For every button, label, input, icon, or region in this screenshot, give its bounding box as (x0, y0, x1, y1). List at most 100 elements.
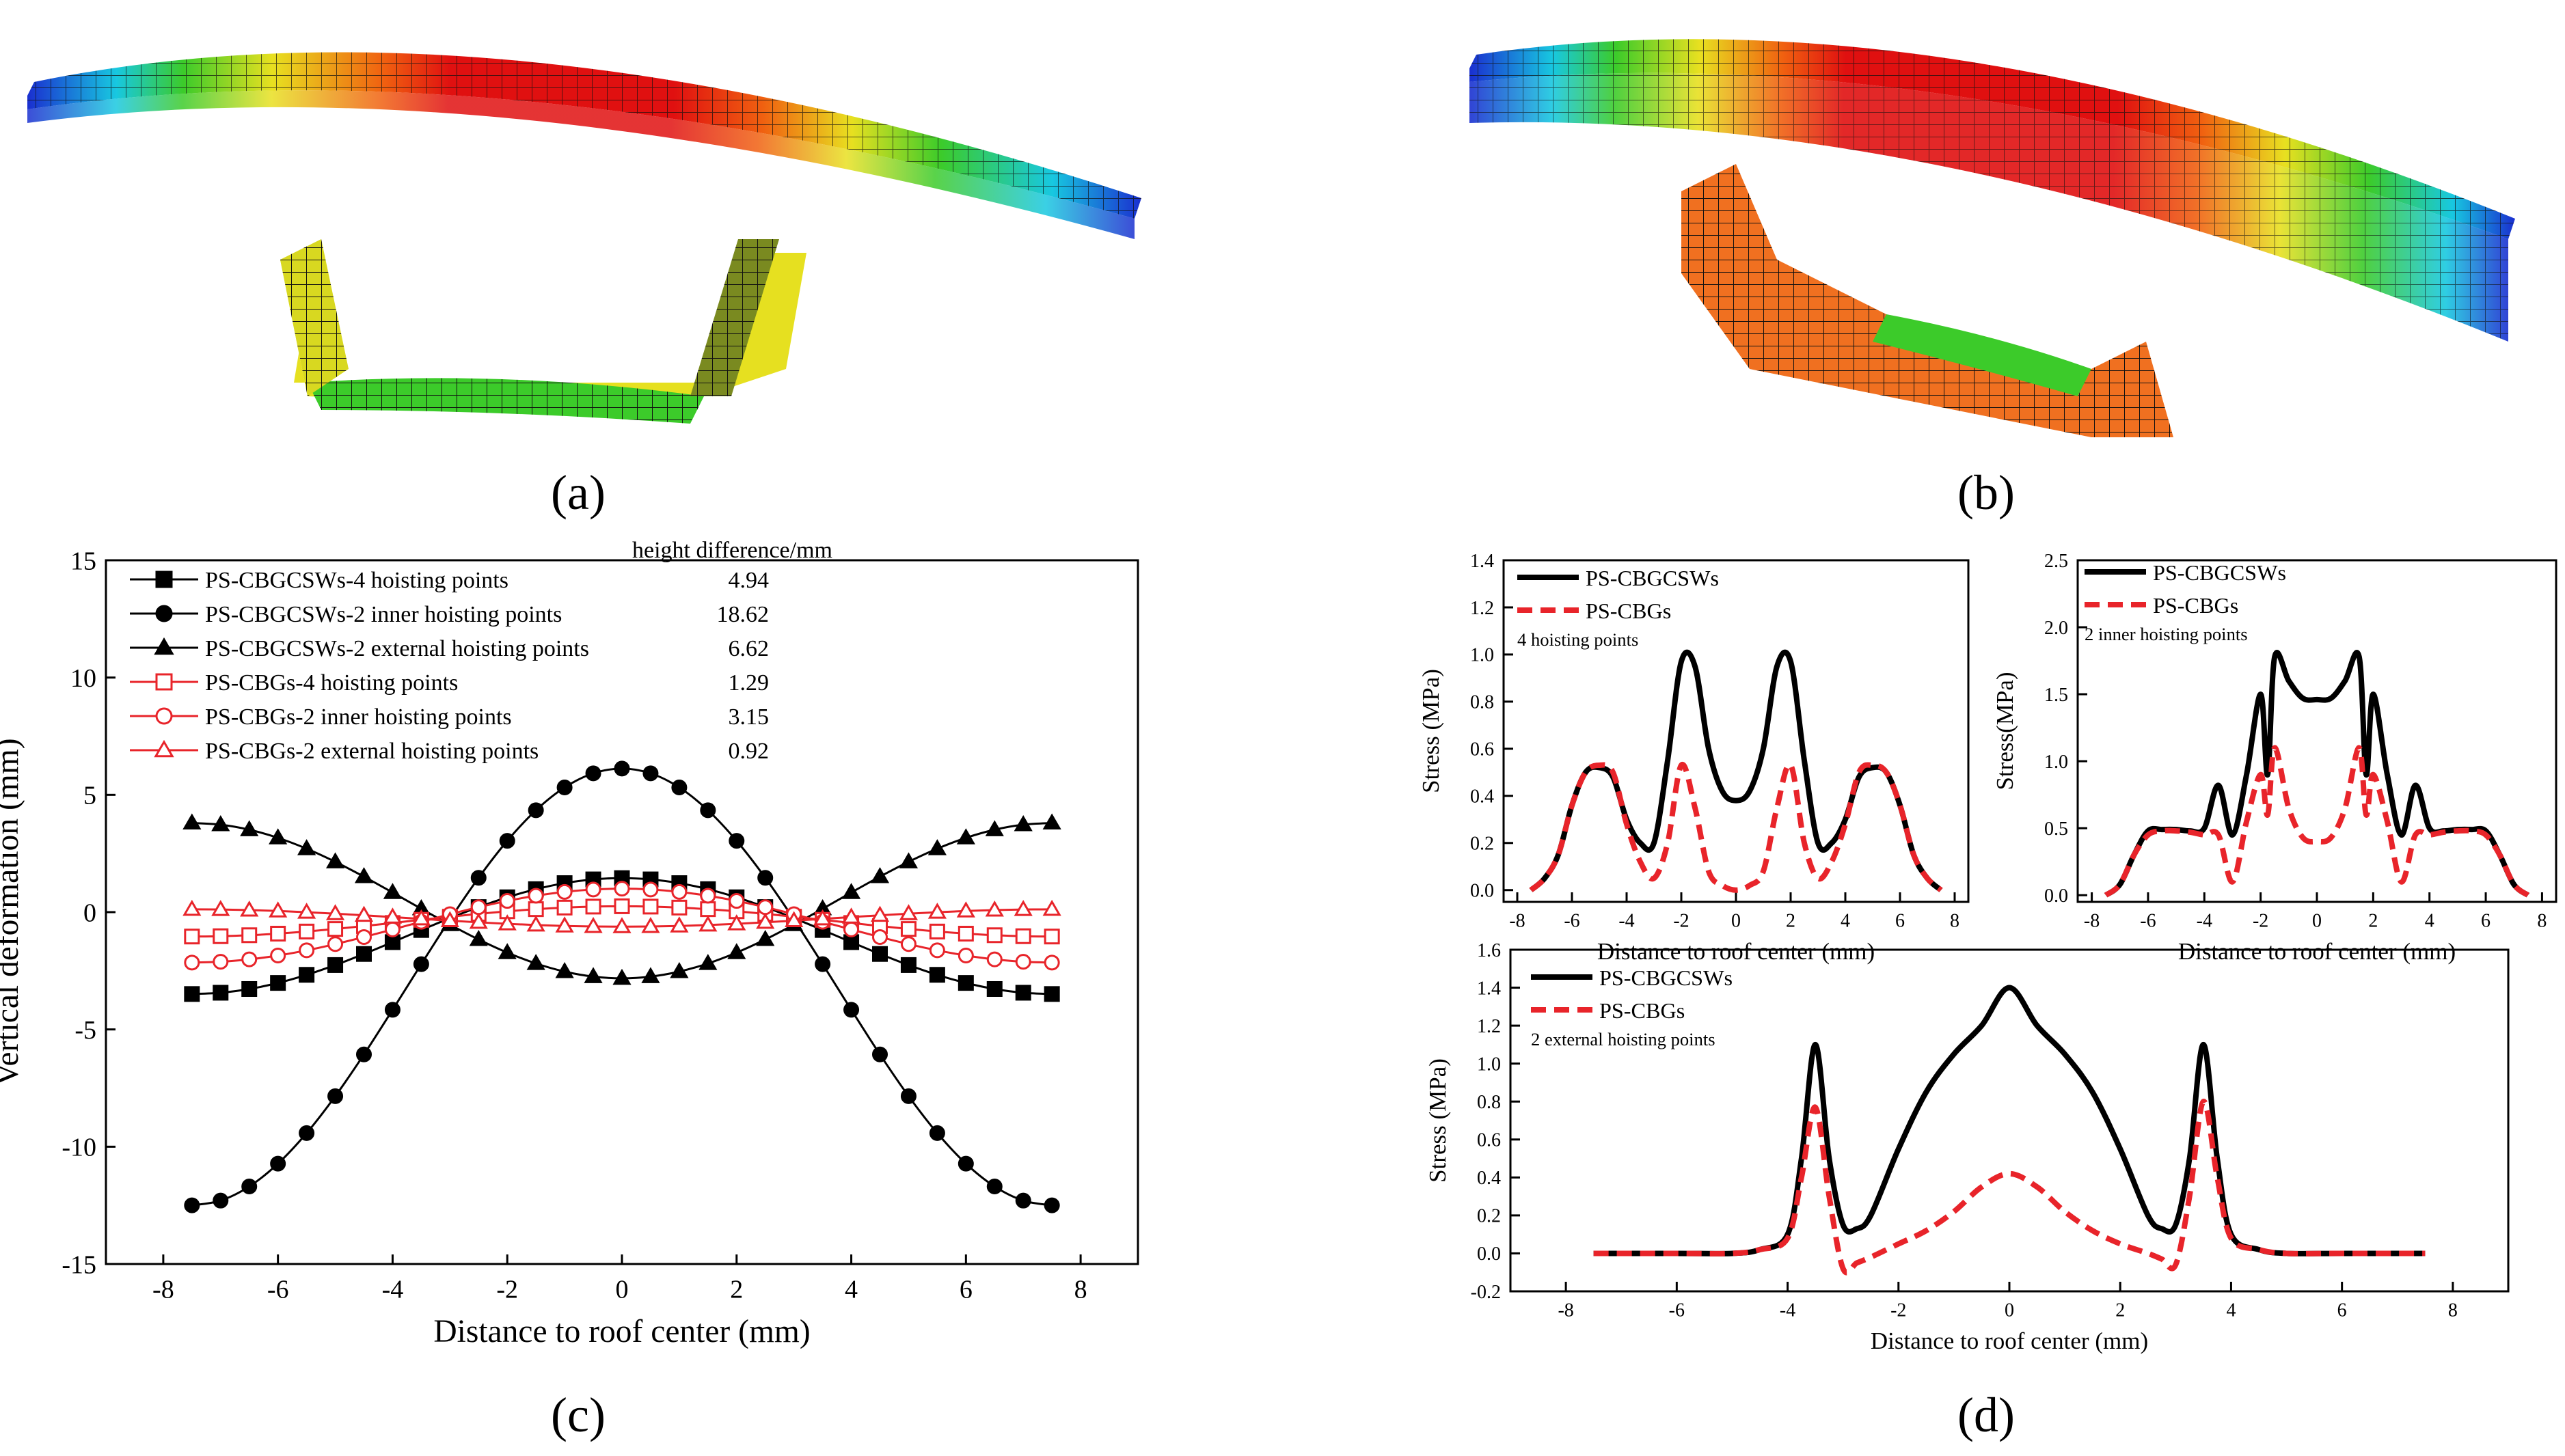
series-marker-triangle (383, 883, 403, 899)
x-axis-label: Distance to roof center (mm) (1871, 1328, 2148, 1354)
series-marker-circle (556, 780, 573, 796)
series-marker-square (671, 899, 688, 916)
series-marker-triangle (526, 915, 545, 932)
series-marker-triangle (297, 903, 316, 919)
series-marker-circle (700, 888, 716, 904)
series-line (1529, 761, 1943, 893)
series-marker-circle (872, 929, 888, 945)
series-marker-triangle (584, 967, 603, 983)
legend-entry: PS-CBGCSWs-2 external hoisting points (205, 636, 589, 661)
y-tick-label: 0.0 (1477, 1244, 1501, 1265)
panel-label-d: (d) (1957, 1388, 2015, 1442)
x-tick-label: 2 (2115, 1300, 2125, 1321)
series-marker-circle (528, 802, 544, 819)
x-tick-label: -4 (2197, 910, 2212, 931)
series-marker-circle (986, 1179, 1003, 1195)
y-tick-label: 1.4 (1477, 978, 1501, 999)
series-marker-triangle (383, 907, 403, 924)
series-marker-triangle (411, 909, 431, 926)
series-marker-square (1044, 929, 1060, 945)
series-marker-square (1015, 928, 1031, 944)
y-tick-label: -15 (62, 1250, 96, 1279)
y-axis-label: Stress (MPa) (1422, 669, 1444, 793)
series-line (191, 767, 1053, 1207)
series-marker-triangle (154, 739, 174, 758)
series-marker-triangle (927, 903, 947, 919)
x-tick-label: 6 (960, 1275, 973, 1304)
series-marker-triangle (670, 962, 689, 978)
series-marker-circle (499, 833, 515, 849)
series-marker-circle (729, 833, 745, 849)
series-marker-square (213, 928, 229, 944)
series-marker-triangle (956, 901, 975, 918)
series-marker-circle (241, 1179, 258, 1195)
series-marker-triangle (727, 943, 746, 959)
series-marker-square (270, 925, 286, 942)
series-marker-triangle (899, 904, 919, 920)
legend-entry: PS-CBGCSWs (2153, 560, 2286, 585)
x-tick-label: 4 (845, 1275, 858, 1304)
series-marker-triangle (584, 917, 603, 933)
y-axis-label: Stress (MPa) (1424, 1058, 1451, 1183)
series-marker-circle (556, 883, 573, 900)
series-marker-square (213, 985, 229, 1001)
legend-entry: PS-CBGCSWs-2 inner hoisting points (205, 602, 562, 627)
chart-annotation: 4 hoisting points (1517, 629, 1638, 650)
series-marker-circle (585, 765, 601, 782)
series-marker-square (241, 927, 258, 944)
legend-entry: PS-CBGCSWs (1586, 566, 1719, 590)
series-marker-triangle (841, 883, 861, 899)
chart-stress-2-external: -8 -6 -4 -2 0 2 4 6 8 -0.2 0.0 0.2 0.4 0.6 0.8 1.0 1.2 1.… (1424, 940, 2510, 1354)
series-marker-circle (815, 956, 831, 972)
series-marker-circle (270, 1155, 286, 1172)
series-marker-square (958, 975, 974, 991)
y-tick-label: 2.0 (2044, 618, 2068, 639)
x-tick-label: 0 (616, 1275, 629, 1304)
x-tick-label: 8 (2537, 910, 2547, 931)
series-marker-circle (986, 951, 1003, 967)
series-marker-circle (470, 870, 487, 886)
series-marker-square (528, 901, 544, 918)
x-tick-label: 0 (1731, 910, 1741, 931)
series-marker-circle (929, 942, 945, 959)
x-tick-label: 0 (2005, 1300, 2014, 1321)
series-marker-circle (671, 780, 688, 796)
series-marker-triangle (756, 912, 775, 929)
x-tick-label: -4 (1618, 910, 1634, 931)
series-marker-triangle (555, 916, 574, 933)
x-tick-label: -6 (1564, 910, 1579, 931)
legend-entry: PS-CBGs (1599, 998, 1685, 1023)
series-line (1593, 1099, 2426, 1276)
y-tick-label: -5 (74, 1016, 96, 1045)
series-marker-circle (958, 1155, 974, 1172)
series-marker-square (1044, 986, 1060, 1002)
x-tick-label: -8 (1558, 1300, 1573, 1321)
x-tick-label: -4 (1780, 1300, 1795, 1321)
x-tick-label: -6 (267, 1275, 289, 1304)
series-marker-circle (757, 899, 774, 916)
y-tick-label: 5 (83, 782, 96, 810)
chart-stress-4-points: -8 -6 -4 -2 0 2 4 6 8 0.0 0.2 0.4 0.6 0.8 1.0 1.2 1.4 Dis… (1422, 551, 1970, 965)
y-tick-label: 0.4 (1477, 1168, 1501, 1189)
x-tick-label: 8 (1074, 1275, 1087, 1304)
y-tick-label: -0.2 (1471, 1282, 1501, 1303)
x-tick-label: 8 (1950, 910, 1959, 931)
series-marker-circle (155, 605, 173, 622)
chart-annotation: 2 inner hoisting points (2085, 624, 2248, 644)
x-tick-label: -6 (1669, 1300, 1685, 1321)
x-axis-label: Distance to roof center (mm) (433, 1314, 810, 1349)
series-marker-circle (356, 1046, 372, 1062)
x-tick-label: -2 (496, 1275, 518, 1304)
x-tick-label: -8 (152, 1275, 174, 1304)
series-marker-square (642, 898, 659, 915)
plot-frame (2076, 559, 2557, 903)
x-tick-label: 4 (1841, 910, 1850, 931)
series-marker-triangle (727, 914, 746, 931)
series-marker-circle (384, 1002, 401, 1018)
series-marker-circle (642, 765, 659, 782)
legend-value: 4.94 (729, 568, 770, 593)
x-tick-label: 4 (2425, 910, 2434, 931)
series-marker-square (299, 967, 315, 983)
series-marker-triangle (1014, 900, 1033, 916)
series-marker-circle (614, 881, 630, 897)
